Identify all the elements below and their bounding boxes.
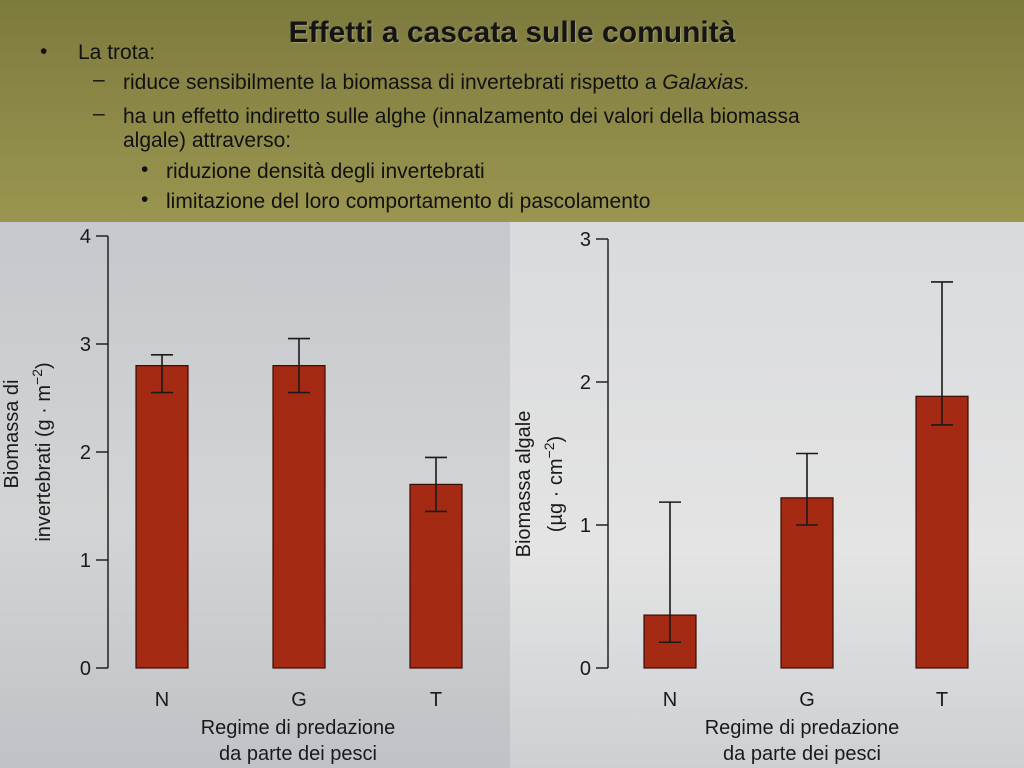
- y-axis-title-unit: invertebrati (g · m: [33, 385, 55, 542]
- y-axis-group: 0 1 2 3 4: [80, 226, 109, 680]
- bullet-marker: •: [141, 158, 149, 181]
- y-axis-group: 0 1 2 3: [580, 229, 609, 680]
- sub-bullet-riduce-text: riduce sensibilmente la biomassa di inve…: [123, 71, 663, 94]
- y-tick-label: 1: [580, 515, 591, 537]
- dash-marker: –: [93, 68, 105, 91]
- subsub-bullet-densita: riduzione densità degli invertebrati: [166, 160, 485, 183]
- y-tick-label: 0: [580, 658, 591, 680]
- sub-bullet-riduce: riduce sensibilmente la biomassa di inve…: [123, 71, 750, 95]
- y-axis-title-exponent: −2: [541, 442, 557, 458]
- y-axis-title-line1: Biomassa algale: [513, 411, 535, 558]
- bar-G: [272, 365, 326, 669]
- x-tick-label-G: G: [799, 689, 815, 711]
- y-tick-label: 2: [580, 372, 591, 394]
- x-tick-label-N: N: [155, 689, 169, 711]
- y-axis-title-line2: (µg · cm−2): [541, 436, 567, 532]
- y-tick-label: 3: [80, 334, 91, 356]
- x-tick-label-N: N: [663, 689, 677, 711]
- slide-title: Effetti a cascata sulle comunità: [288, 16, 736, 49]
- x-axis-title-line2: da parte dei pesci: [723, 743, 881, 765]
- x-axis-title-line1: Regime di predazione: [705, 717, 900, 739]
- y-axis-title-line2: invertebrati (g · m−2): [29, 362, 55, 541]
- y-tick-label: 3: [580, 229, 591, 251]
- sub-bullet-effetto-line1: ha un effetto indiretto sulle alghe (inn…: [123, 105, 800, 128]
- y-tick-label: 4: [80, 226, 91, 248]
- x-axis-title-line2: da parte dei pesci: [219, 743, 377, 765]
- x-tick-label-G: G: [291, 689, 307, 711]
- y-tick-label: 2: [80, 442, 91, 464]
- y-axis-title-line1: Biomassa di: [1, 380, 23, 489]
- bar-T: [915, 395, 969, 669]
- y-axis-title-exponent: −2: [29, 369, 45, 385]
- slide-header-area: [0, 0, 1024, 222]
- algal-biomass-chart: 0 1 2 3 N G T Biomassa algale (µg · cm−2) Reg…: [513, 229, 969, 765]
- galaxias-text: Galaxias.: [662, 71, 750, 94]
- x-tick-label-T: T: [430, 689, 442, 711]
- y-tick-label: 0: [80, 658, 91, 680]
- invertebrate-biomass-chart: 0 1 2 3 4 N G T Biomassa di invertebrati (g · …: [1, 226, 463, 765]
- bullet-marker: •: [40, 40, 48, 63]
- y-tick-label: 1: [80, 550, 91, 572]
- y-axis-title-close: ): [545, 436, 567, 443]
- x-tick-label-T: T: [936, 689, 948, 711]
- subsub-bullet-pascolamento: limitazione del loro comportamento di pa…: [166, 190, 651, 213]
- bar-N: [135, 365, 189, 669]
- y-axis-title-close: ): [33, 362, 55, 369]
- bar-T: [409, 483, 463, 669]
- bullet-la-trota: La trota:: [78, 41, 156, 64]
- y-axis-title-unit: (µg · cm: [545, 458, 567, 532]
- dash-marker: –: [93, 102, 105, 125]
- x-axis-title-line1: Regime di predazione: [201, 717, 396, 739]
- sub-bullet-effetto-line2: algale) attraverso:: [123, 129, 292, 152]
- bullet-marker: •: [141, 188, 149, 211]
